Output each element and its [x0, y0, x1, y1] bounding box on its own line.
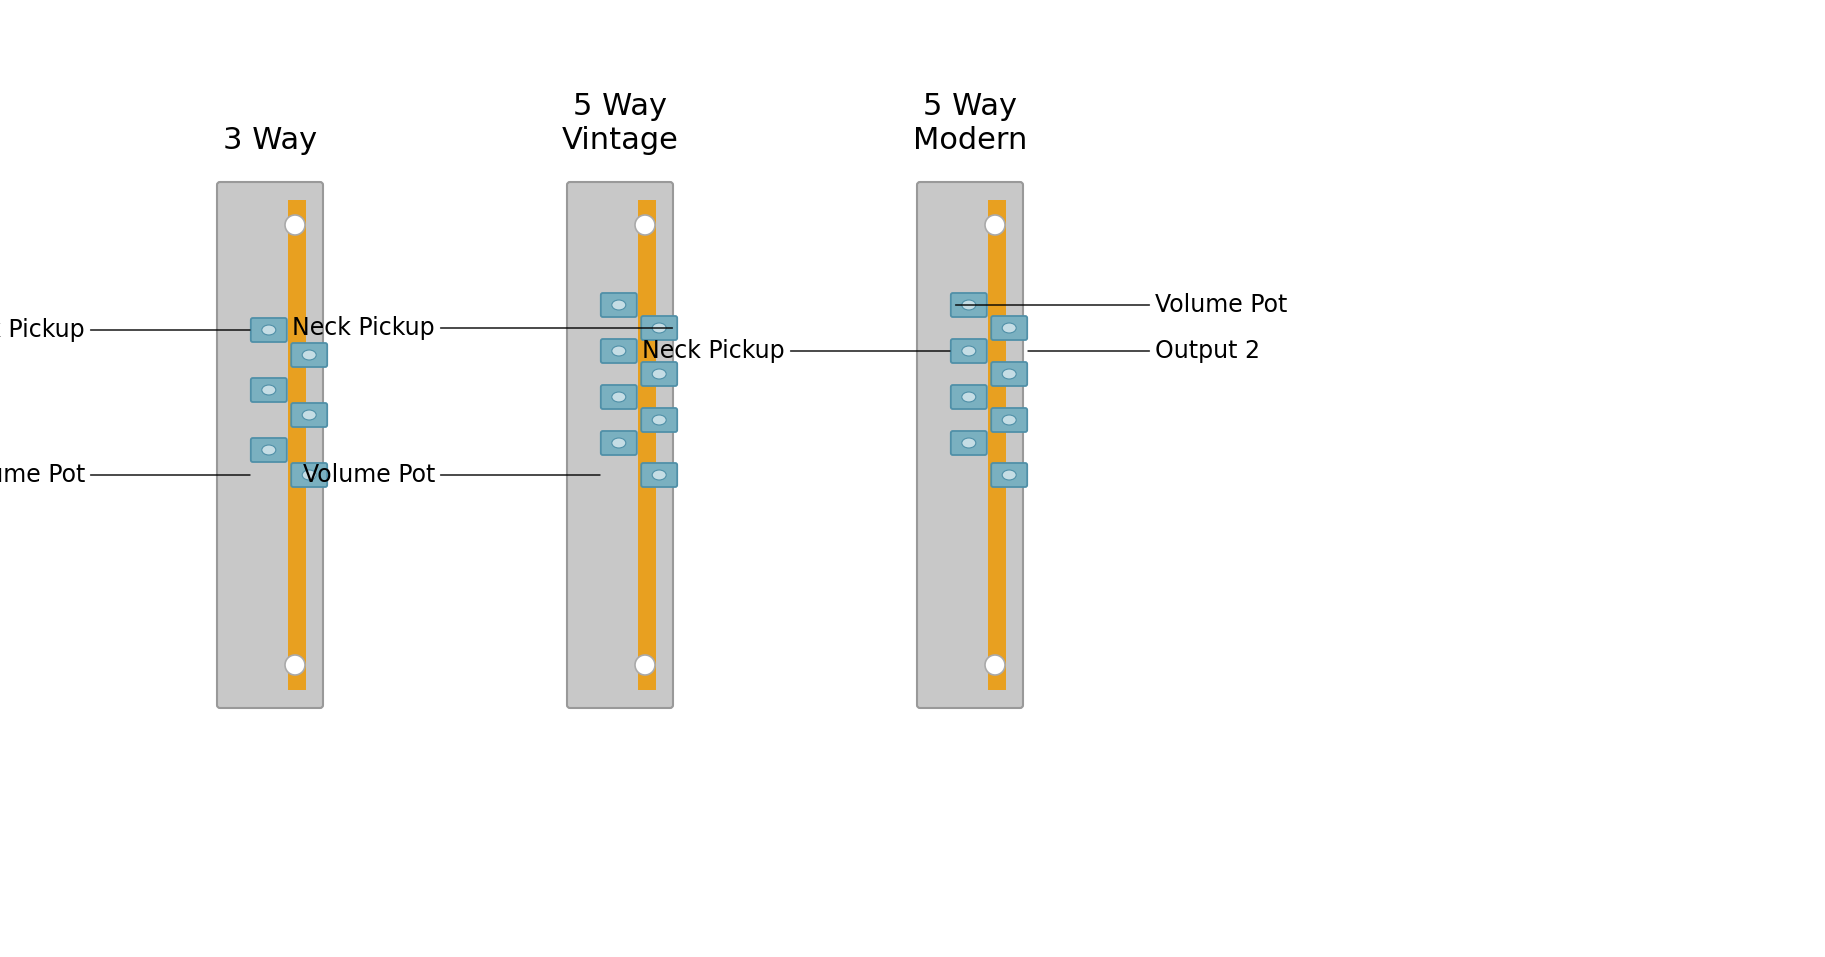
FancyBboxPatch shape: [991, 408, 1027, 432]
FancyBboxPatch shape: [641, 316, 677, 340]
Ellipse shape: [962, 300, 976, 310]
Ellipse shape: [652, 470, 666, 480]
FancyBboxPatch shape: [641, 463, 677, 487]
Ellipse shape: [652, 323, 666, 333]
Bar: [987, 200, 1006, 690]
Bar: [639, 200, 655, 690]
FancyBboxPatch shape: [600, 293, 637, 317]
Ellipse shape: [962, 346, 976, 356]
Ellipse shape: [303, 410, 316, 420]
FancyBboxPatch shape: [641, 362, 677, 386]
Bar: [288, 200, 307, 690]
Text: 5 Way
Modern: 5 Way Modern: [912, 93, 1027, 155]
Circle shape: [635, 655, 655, 675]
Text: Neck Pickup: Neck Pickup: [0, 318, 250, 342]
Text: Output 2: Output 2: [1027, 339, 1259, 363]
Ellipse shape: [261, 385, 276, 395]
Ellipse shape: [261, 445, 276, 455]
FancyBboxPatch shape: [951, 339, 987, 363]
Text: Volume Pot: Volume Pot: [956, 293, 1287, 317]
FancyBboxPatch shape: [641, 408, 677, 432]
Ellipse shape: [1002, 369, 1017, 379]
Ellipse shape: [611, 346, 626, 356]
Ellipse shape: [303, 350, 316, 360]
Ellipse shape: [1002, 323, 1017, 333]
FancyBboxPatch shape: [991, 463, 1027, 487]
FancyBboxPatch shape: [600, 431, 637, 455]
FancyBboxPatch shape: [292, 343, 327, 367]
Ellipse shape: [1002, 470, 1017, 480]
Ellipse shape: [261, 325, 276, 335]
Circle shape: [635, 215, 655, 235]
FancyBboxPatch shape: [250, 438, 287, 462]
Text: 5 Way
Vintage: 5 Way Vintage: [562, 93, 679, 155]
FancyBboxPatch shape: [600, 339, 637, 363]
FancyBboxPatch shape: [292, 463, 327, 487]
FancyBboxPatch shape: [217, 182, 323, 708]
Text: Neck Pickup: Neck Pickup: [292, 316, 672, 340]
Ellipse shape: [303, 470, 316, 480]
Ellipse shape: [652, 415, 666, 425]
FancyBboxPatch shape: [951, 293, 987, 317]
Circle shape: [986, 215, 1006, 235]
Circle shape: [285, 215, 305, 235]
FancyBboxPatch shape: [916, 182, 1024, 708]
FancyBboxPatch shape: [568, 182, 673, 708]
Text: Neck Pickup: Neck Pickup: [642, 339, 951, 363]
FancyBboxPatch shape: [991, 362, 1027, 386]
Ellipse shape: [611, 300, 626, 310]
FancyBboxPatch shape: [292, 403, 327, 427]
FancyBboxPatch shape: [250, 318, 287, 342]
Text: Volume Pot: Volume Pot: [303, 463, 600, 487]
Text: 3 Way: 3 Way: [223, 126, 318, 155]
Circle shape: [986, 655, 1006, 675]
FancyBboxPatch shape: [250, 378, 287, 402]
FancyBboxPatch shape: [991, 316, 1027, 340]
Ellipse shape: [652, 369, 666, 379]
FancyBboxPatch shape: [951, 385, 987, 409]
Circle shape: [285, 655, 305, 675]
Ellipse shape: [611, 392, 626, 402]
Ellipse shape: [962, 438, 976, 448]
FancyBboxPatch shape: [951, 431, 987, 455]
FancyBboxPatch shape: [600, 385, 637, 409]
Text: Volume Pot: Volume Pot: [0, 463, 250, 487]
Ellipse shape: [962, 392, 976, 402]
Ellipse shape: [611, 438, 626, 448]
Ellipse shape: [1002, 415, 1017, 425]
